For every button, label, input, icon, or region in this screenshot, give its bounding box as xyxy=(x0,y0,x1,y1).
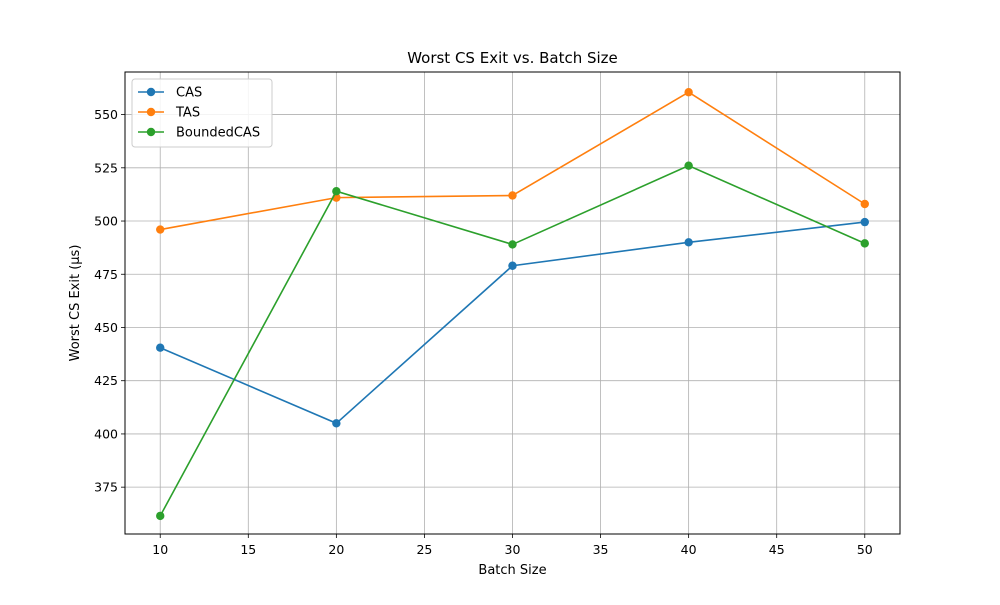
chart-title: Worst CS Exit vs. Batch Size xyxy=(407,49,618,67)
y-tick-label: 375 xyxy=(94,480,118,495)
data-point-tas xyxy=(860,199,869,209)
legend-marker-cas xyxy=(146,87,156,97)
x-tick-label: 15 xyxy=(240,542,256,557)
data-point-cas xyxy=(860,217,869,227)
x-tick-label: 40 xyxy=(681,542,697,557)
x-tick-label: 35 xyxy=(593,542,609,557)
y-tick-label: 400 xyxy=(94,426,118,441)
data-point-cas xyxy=(684,238,693,247)
series-cas xyxy=(156,217,869,428)
x-tick-label: 30 xyxy=(505,542,521,557)
data-point-boundedcas xyxy=(860,239,869,248)
y-tick-label: 525 xyxy=(94,160,118,175)
y-axis-label: Worst CS Exit (µs) xyxy=(68,245,83,362)
data-point-boundedcas xyxy=(332,187,341,196)
series-group xyxy=(156,88,869,521)
legend-marker-tas xyxy=(146,107,156,117)
y-tick-label: 475 xyxy=(94,267,118,282)
series-boundedcas xyxy=(156,161,869,521)
x-tick-label: 10 xyxy=(152,542,168,557)
legend: CAS TAS BoundedCAS xyxy=(131,78,273,148)
x-tick-label: 50 xyxy=(857,542,873,557)
axis-ticks: 10 15 20 25 30 35 40 45 50 375 400 425 450 475 500 525 5… xyxy=(94,107,873,557)
x-axis-label: Batch Size xyxy=(478,563,546,578)
data-point-cas xyxy=(332,419,341,428)
data-point-cas xyxy=(156,343,165,352)
data-point-tas xyxy=(684,88,693,97)
data-point-tas xyxy=(156,225,165,234)
data-point-boundedcas xyxy=(508,240,517,249)
y-tick-label: 500 xyxy=(94,214,118,229)
x-tick-label: 25 xyxy=(416,542,432,557)
data-point-cas xyxy=(508,261,517,270)
legend-label-cas: CAS xyxy=(176,86,202,101)
data-point-boundedcas xyxy=(156,511,165,521)
y-tick-label: 550 xyxy=(94,107,118,122)
legend-label-boundedcas: BoundedCAS xyxy=(176,126,260,141)
x-tick-label: 20 xyxy=(328,542,344,557)
legend-box xyxy=(131,78,273,148)
data-point-tas xyxy=(508,191,517,200)
y-tick-label: 425 xyxy=(94,373,118,388)
data-point-boundedcas xyxy=(684,161,693,170)
legend-marker-boundedcas xyxy=(146,127,156,137)
legend-label-tas: TAS xyxy=(175,106,200,121)
y-tick-label: 450 xyxy=(94,320,118,335)
x-tick-label: 45 xyxy=(769,542,785,557)
